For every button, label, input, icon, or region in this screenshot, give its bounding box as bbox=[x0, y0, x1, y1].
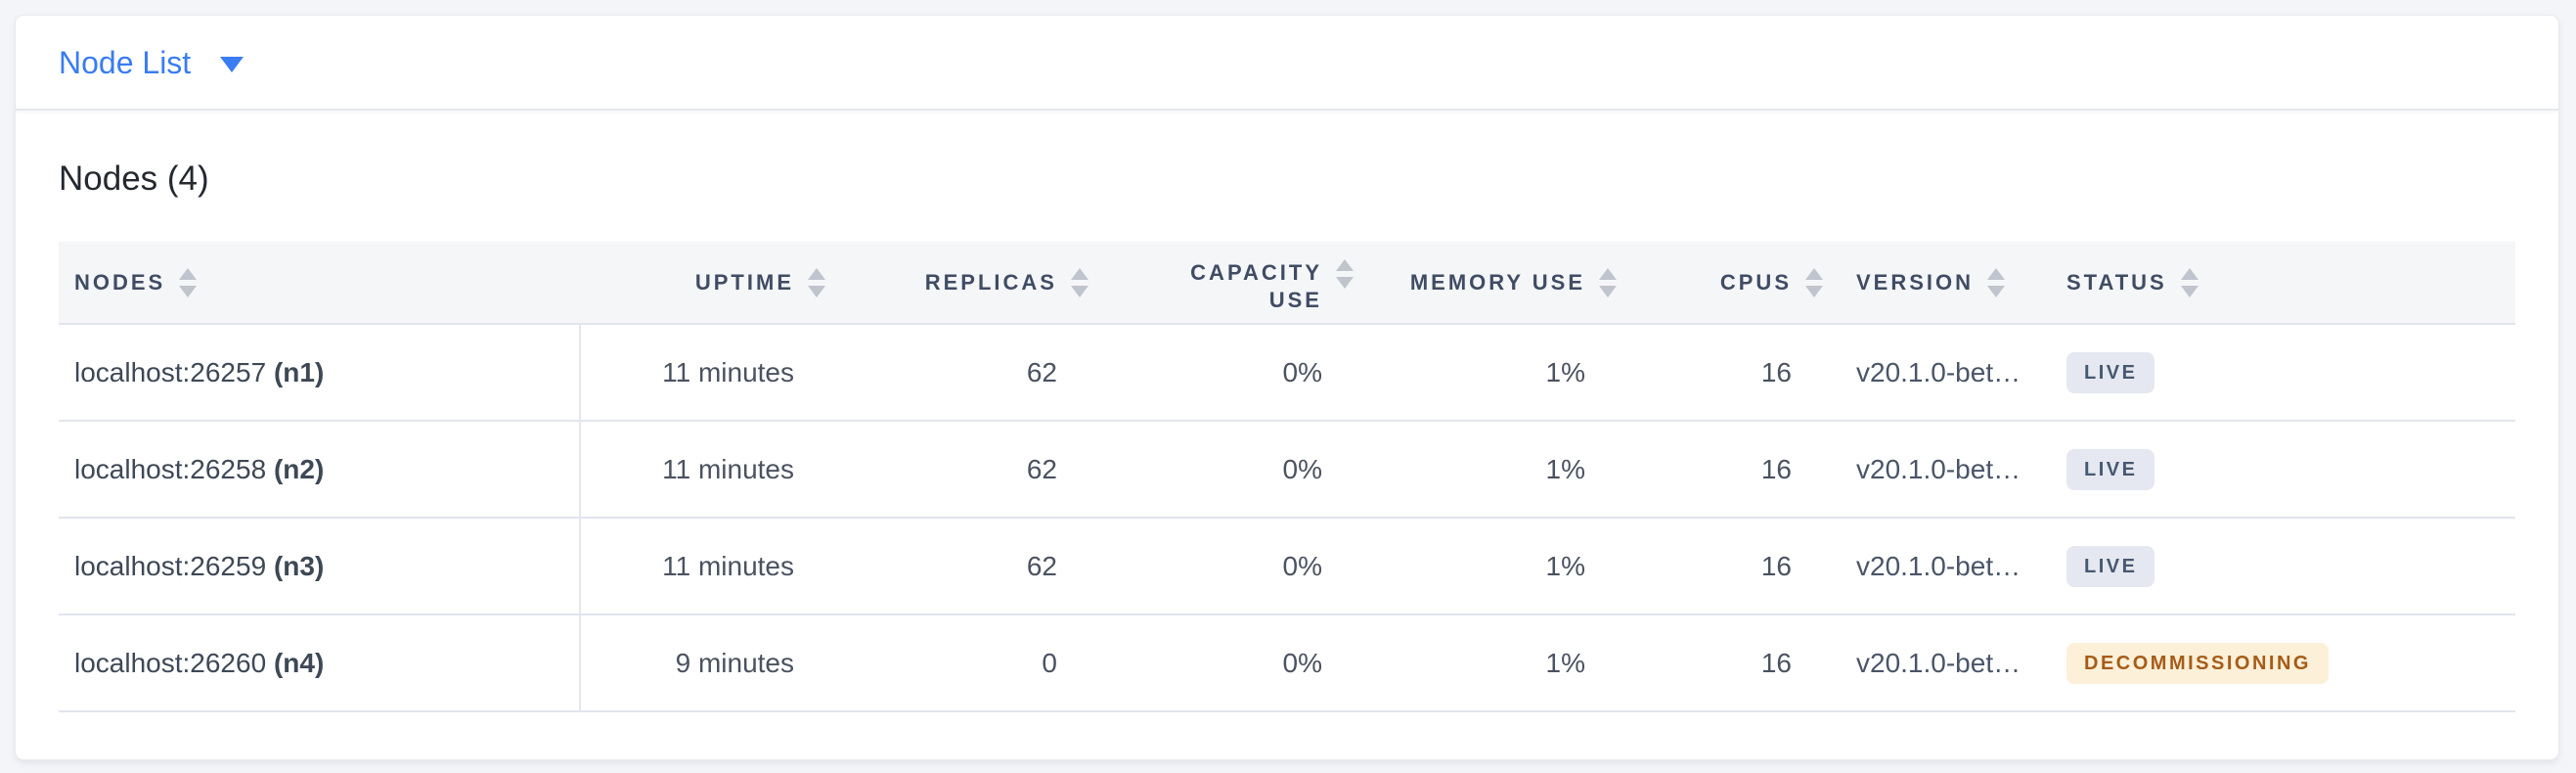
view-selector-label: Node List bbox=[59, 44, 192, 80]
capacity-use-cell: 0% bbox=[1282, 647, 1322, 678]
node-id: (n3) bbox=[273, 550, 325, 581]
table-row: localhost:26259 (n3) 11 minutes 62 0% 1%… bbox=[59, 518, 2515, 614]
table-row: localhost:26260 (n4) 9 minutes 0 0% 1% 1… bbox=[59, 614, 2515, 711]
node-id: (n1) bbox=[273, 356, 325, 387]
memory-use-cell: 1% bbox=[1545, 550, 1585, 581]
table-row: localhost:26257 (n1) 11 minutes 62 0% 1%… bbox=[59, 324, 2515, 421]
memory-use-cell: 1% bbox=[1545, 356, 1585, 387]
sort-icon[interactable] bbox=[808, 267, 825, 297]
uptime-cell: 11 minutes bbox=[662, 356, 794, 387]
version-cell: v20.1.0-bet… bbox=[1856, 550, 2021, 581]
status-badge: LIVE bbox=[2066, 448, 2155, 490]
status-cell: LIVE bbox=[2033, 324, 2515, 421]
memory-use-cell: 1% bbox=[1545, 453, 1585, 484]
column-header-nodes[interactable]: NODES bbox=[59, 242, 580, 324]
capacity-use-cell: 0% bbox=[1282, 453, 1322, 484]
nodes-section: Nodes (4) NODES bbox=[16, 111, 2558, 712]
sort-icon[interactable] bbox=[1805, 267, 1823, 297]
node-address: localhost:26258 bbox=[74, 453, 267, 484]
version-cell: v20.1.0-bet… bbox=[1856, 453, 2021, 484]
cpus-cell: 16 bbox=[1760, 550, 1792, 581]
capacity-use-cell: 0% bbox=[1282, 356, 1322, 387]
cpus-cell: 16 bbox=[1760, 453, 1792, 484]
replicas-cell: 0 bbox=[1042, 647, 1057, 678]
replicas-cell: 62 bbox=[1026, 453, 1057, 484]
sort-icon[interactable] bbox=[1599, 267, 1617, 297]
status-cell: DECOMMISSIONING bbox=[2033, 614, 2515, 711]
page-title: Nodes (4) bbox=[59, 159, 209, 198]
sort-icon[interactable] bbox=[179, 267, 198, 297]
node-name-cell: localhost:26259 (n3) bbox=[59, 518, 581, 614]
node-name-cell: localhost:26258 (n2) bbox=[59, 421, 581, 518]
node-name-cell: localhost:26257 (n1) bbox=[59, 324, 581, 421]
column-header-capacity-use[interactable]: CAPACITY USE bbox=[1088, 242, 1354, 324]
uptime-cell: 9 minutes bbox=[675, 647, 794, 678]
table-row: localhost:26258 (n2) 11 minutes 62 0% 1%… bbox=[59, 421, 2515, 518]
version-cell: v20.1.0-bet… bbox=[1856, 647, 2021, 678]
uptime-cell: 11 minutes bbox=[662, 550, 794, 581]
column-header-uptime[interactable]: UPTIME bbox=[580, 242, 825, 324]
sort-icon[interactable] bbox=[1336, 259, 1354, 289]
column-header-cpus[interactable]: CPUS bbox=[1617, 242, 1823, 324]
node-id: (n2) bbox=[273, 453, 325, 484]
column-header-memory-use[interactable]: MEMORY USE bbox=[1354, 242, 1617, 324]
node-address: localhost:26260 bbox=[74, 647, 267, 678]
status-badge: DECOMMISSIONING bbox=[2066, 642, 2329, 684]
memory-use-cell: 1% bbox=[1545, 647, 1585, 678]
status-cell: LIVE bbox=[2033, 518, 2515, 614]
node-id: (n4) bbox=[273, 647, 325, 678]
view-selector-dropdown[interactable]: Node List bbox=[59, 47, 244, 78]
version-cell: v20.1.0-bet… bbox=[1856, 356, 2021, 387]
capacity-use-cell: 0% bbox=[1282, 550, 1322, 581]
replicas-cell: 62 bbox=[1026, 356, 1057, 387]
status-badge: LIVE bbox=[2066, 351, 2155, 393]
node-address: localhost:26259 bbox=[74, 550, 267, 581]
node-address: localhost:26257 bbox=[74, 356, 267, 387]
cpus-cell: 16 bbox=[1760, 647, 1792, 678]
status-cell: LIVE bbox=[2033, 421, 2515, 518]
column-header-replicas[interactable]: REPLICAS bbox=[825, 242, 1088, 324]
view-selector-bar: Node List bbox=[16, 16, 2558, 111]
sort-icon[interactable] bbox=[1987, 267, 2006, 297]
sort-icon[interactable] bbox=[2180, 267, 2198, 297]
cpus-cell: 16 bbox=[1760, 356, 1792, 387]
node-name-cell: localhost:26260 (n4) bbox=[59, 614, 581, 711]
dropdown-caret-icon bbox=[220, 56, 244, 72]
column-header-version[interactable]: VERSION bbox=[1823, 242, 2033, 324]
replicas-cell: 62 bbox=[1026, 550, 1057, 581]
column-header-status[interactable]: STATUS bbox=[2033, 242, 2515, 324]
node-list-table: NODES UPTIME REPLICAS bbox=[59, 242, 2515, 712]
table-header-row: NODES UPTIME REPLICAS bbox=[59, 242, 2515, 324]
node-list-card: Node List Nodes (4) NODES bbox=[16, 16, 2558, 759]
sort-icon[interactable] bbox=[1071, 267, 1088, 297]
uptime-cell: 11 minutes bbox=[662, 453, 794, 484]
status-badge: LIVE bbox=[2066, 545, 2155, 587]
